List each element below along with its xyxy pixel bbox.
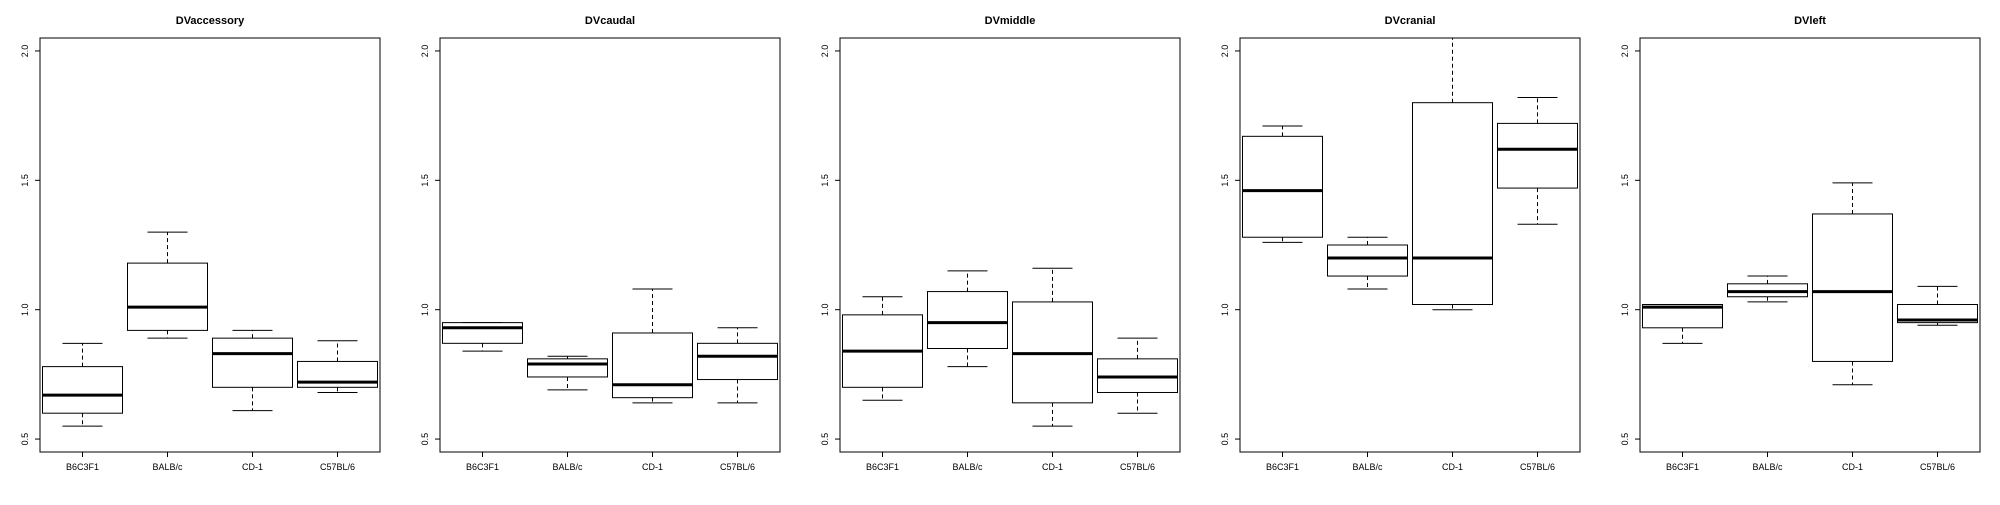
- box-c57bl-6: [1897, 285, 1978, 326]
- y-tick-label: 0.5: [1220, 433, 1230, 446]
- y-tick-label: 2.0: [420, 45, 430, 58]
- x-tick-label: B6C3F1: [466, 462, 499, 472]
- y-tick-label: 2.0: [20, 45, 30, 58]
- y-tick-label: 1.0: [1620, 303, 1630, 316]
- y-tick-label: 0.5: [820, 433, 830, 446]
- x-tick-label: CD-1: [642, 462, 663, 472]
- panel-title: DVcaudal: [585, 15, 635, 27]
- box-cd-1: [1012, 267, 1093, 427]
- iqr-box: [442, 322, 523, 344]
- x-tick-label: B6C3F1: [66, 462, 99, 472]
- y-tick-label: 2.0: [1620, 45, 1630, 58]
- y-tick-label: 1.5: [820, 174, 830, 187]
- y-tick-label: 1.5: [420, 174, 430, 187]
- x-tick-label: C57BL/6: [320, 462, 355, 472]
- x-tick-label: CD-1: [1042, 462, 1063, 472]
- y-tick-label: 1.0: [420, 303, 430, 316]
- boxes: [442, 288, 778, 404]
- box-c57bl-6: [1097, 337, 1178, 414]
- box-balb-c: [1327, 236, 1408, 290]
- y-tick-label: 1.5: [1220, 174, 1230, 187]
- x-tick-label: C57BL/6: [720, 462, 755, 472]
- iqr-box: [1327, 244, 1408, 277]
- iqr-box: [527, 358, 608, 378]
- panel-title: DVcranial: [1385, 15, 1436, 27]
- x-tick-label: CD-1: [1442, 462, 1463, 472]
- box-b6c3f1: [1242, 125, 1323, 243]
- box-cd-1: [612, 288, 693, 404]
- iqr-box: [1812, 213, 1893, 362]
- iqr-box: [212, 337, 293, 388]
- boxes: [1642, 182, 1978, 386]
- boxes: [1242, 38, 1578, 311]
- box-balb-c: [527, 355, 608, 391]
- box-b6c3f1: [442, 322, 523, 352]
- panel-dvcaudal: DVcaudal 0.5 1.0 1.5 2.0 B6C3F1 BALB/c CD-1 C57B…: [420, 15, 781, 472]
- x-tick-label: BALB/c: [952, 462, 983, 472]
- iqr-box: [697, 342, 778, 381]
- box-balb-c: [127, 231, 208, 339]
- iqr-box: [612, 332, 693, 399]
- y-tick-label: 2.0: [1220, 45, 1230, 58]
- y-tick-label: 0.5: [420, 433, 430, 446]
- x-tick-label: CD-1: [242, 462, 263, 472]
- box-balb-c: [927, 270, 1008, 368]
- x-tick-label: C57BL/6: [1120, 462, 1155, 472]
- plot-frame: [1639, 37, 1981, 453]
- plot-frame: [1239, 37, 1581, 453]
- iqr-box: [1242, 135, 1323, 238]
- iqr-box: [1412, 102, 1493, 306]
- box-cd-1: [1812, 182, 1893, 386]
- box-cd-1: [212, 329, 293, 412]
- box-c57bl-6: [297, 340, 378, 393]
- box-cd-1: [1412, 38, 1493, 311]
- x-tick-label: BALB/c: [152, 462, 183, 472]
- iqr-box: [127, 262, 208, 331]
- y-tick-label: 1.0: [20, 303, 30, 316]
- box-c57bl-6: [697, 327, 778, 404]
- box-b6c3f1: [842, 296, 923, 401]
- panel-title: DVmiddle: [985, 15, 1036, 27]
- boxes: [42, 231, 378, 427]
- x-tick-label: B6C3F1: [1666, 462, 1699, 472]
- y-tick-label: 1.5: [20, 174, 30, 187]
- x-tick-label: B6C3F1: [866, 462, 899, 472]
- y-tick-label: 1.0: [820, 303, 830, 316]
- panel-dvaccessory: DVaccessory 0.5 1.0 1.5 2.0 B6C3F1 BALB/c CD-1 C…: [20, 15, 381, 472]
- panel-dvleft: DVleft 0.5 1.0 1.5 2.0 B6C3F1 BALB/c CD-1 C57BL/…: [1620, 15, 1981, 472]
- panel-dvcranial: DVcranial 0.5 1.0 1.5 2.0 B6C3F1 BALB/c CD-1 C57…: [1220, 15, 1581, 472]
- panel-title: DVleft: [1794, 15, 1826, 27]
- y-tick-label: 1.0: [1220, 303, 1230, 316]
- box-b6c3f1: [42, 342, 123, 427]
- plot-frame: [439, 37, 781, 453]
- box-c57bl-6: [1497, 97, 1578, 225]
- plot-frame: [839, 37, 1181, 453]
- x-tick-label: BALB/c: [552, 462, 583, 472]
- iqr-box: [42, 366, 123, 414]
- x-tick-label: C57BL/6: [1520, 462, 1555, 472]
- x-tick-label: BALB/c: [1752, 462, 1783, 472]
- x-tick-label: BALB/c: [1352, 462, 1383, 472]
- x-tick-label: C57BL/6: [1920, 462, 1955, 472]
- box-b6c3f1: [1642, 304, 1723, 344]
- panel-title: DVaccessory: [176, 15, 245, 27]
- y-tick-label: 0.5: [20, 433, 30, 446]
- iqr-box: [927, 291, 1008, 350]
- x-tick-label: CD-1: [1842, 462, 1863, 472]
- plot-frame: [39, 37, 381, 453]
- y-tick-label: 0.5: [1620, 433, 1630, 446]
- iqr-box: [1497, 122, 1578, 189]
- iqr-box: [1642, 304, 1723, 329]
- y-tick-label: 1.5: [1620, 174, 1630, 187]
- y-tick-label: 2.0: [820, 45, 830, 58]
- box-balb-c: [1727, 275, 1808, 303]
- x-tick-label: B6C3F1: [1266, 462, 1299, 472]
- iqr-box: [1897, 304, 1978, 324]
- panel-dvmiddle: DVmiddle 0.5 1.0 1.5 2.0 B6C3F1 BALB/c CD-1 C57B…: [820, 15, 1181, 472]
- boxes: [842, 267, 1178, 427]
